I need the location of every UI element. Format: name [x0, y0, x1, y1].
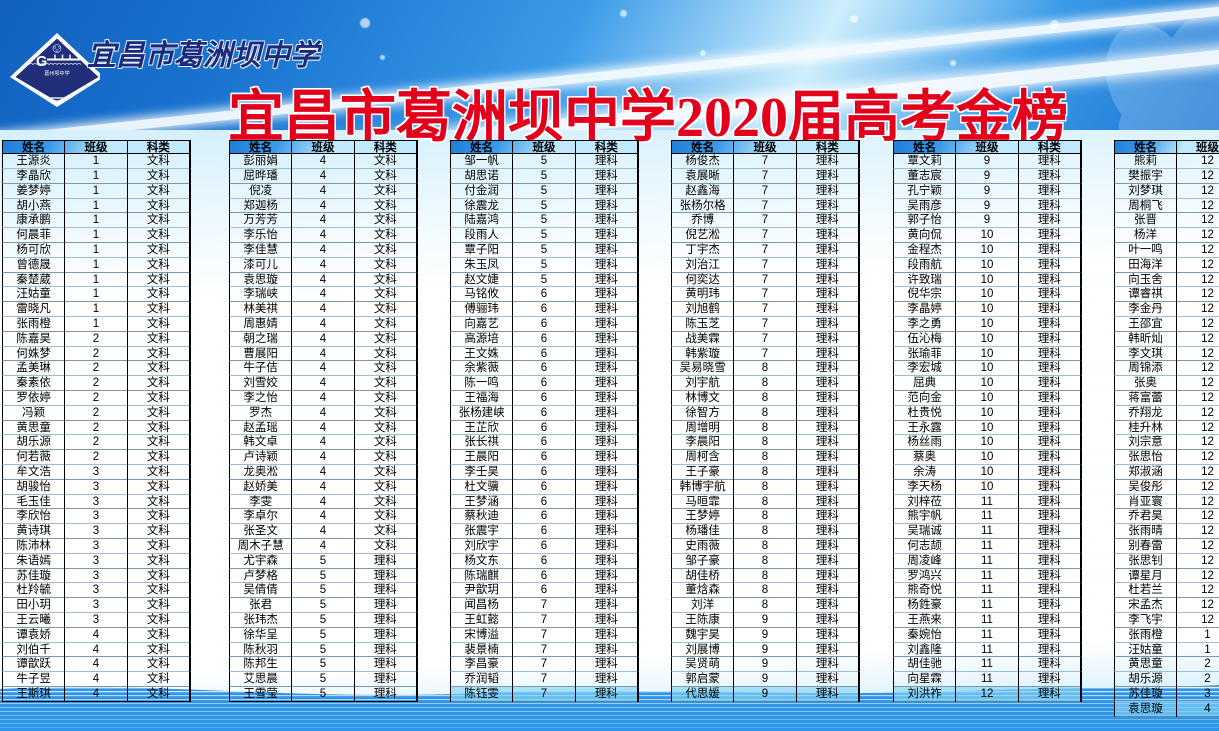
svg-text:葛州坝中学: 葛州坝中学: [44, 70, 69, 77]
